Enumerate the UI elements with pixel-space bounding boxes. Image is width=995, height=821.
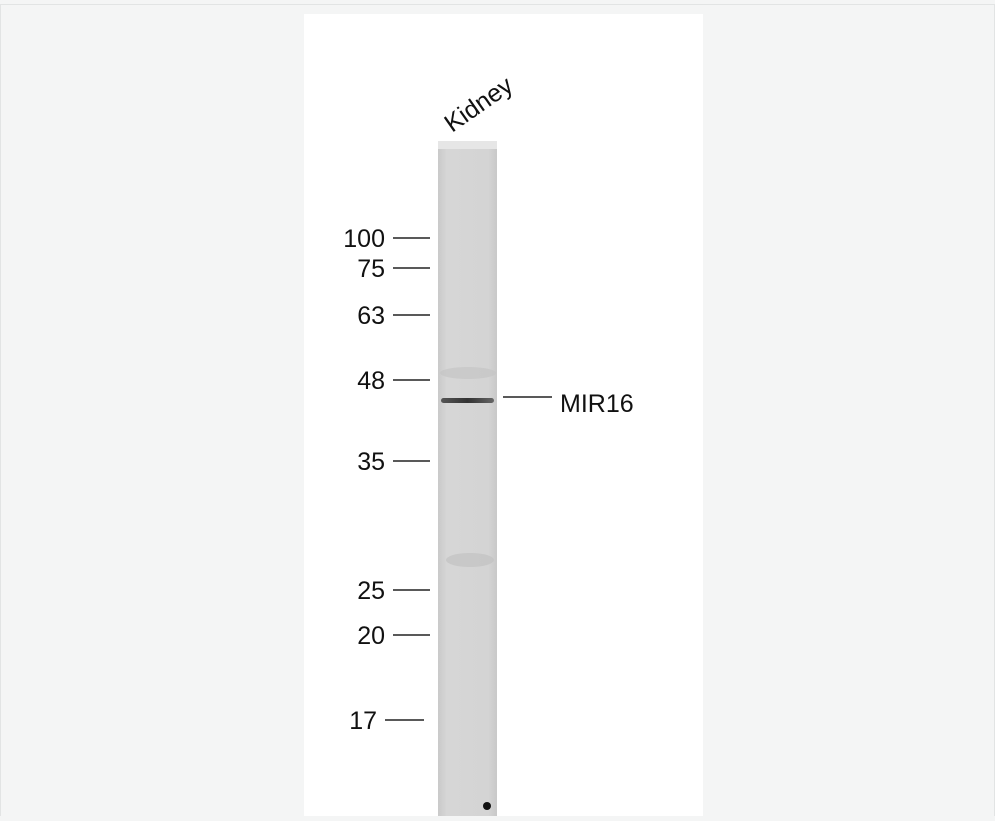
blot-panel [304,14,703,816]
marker-label: 17 [349,707,377,735]
marker-label: 48 [357,367,385,395]
spot [483,802,491,810]
viewer: Kidney MIR16 10075634835252017 [0,0,995,816]
well [438,141,497,149]
band [441,398,494,403]
page: Kidney MIR16 10075634835252017 (() => { … [0,0,995,816]
marker-label: 63 [357,302,385,330]
band-label: MIR16 [560,390,634,418]
marker-label: 100 [343,225,385,253]
marker-label: 20 [357,622,385,650]
lane [438,141,497,816]
faint-band [446,553,494,567]
marker-label: 25 [357,577,385,605]
marker-label: 35 [357,448,385,476]
marker-label: 75 [357,255,385,283]
faint-band [440,367,496,379]
